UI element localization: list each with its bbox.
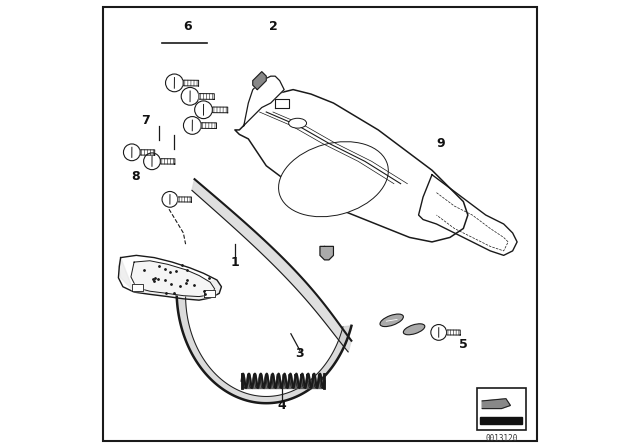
Text: 5: 5 bbox=[459, 338, 468, 352]
Circle shape bbox=[184, 116, 201, 134]
Text: 8: 8 bbox=[131, 170, 140, 184]
Text: 6: 6 bbox=[184, 20, 192, 34]
Polygon shape bbox=[320, 246, 333, 260]
Circle shape bbox=[195, 101, 212, 119]
Circle shape bbox=[431, 324, 447, 340]
Circle shape bbox=[124, 144, 140, 161]
Polygon shape bbox=[253, 72, 266, 90]
Polygon shape bbox=[275, 99, 289, 108]
Circle shape bbox=[162, 191, 178, 207]
Text: 2: 2 bbox=[269, 20, 277, 34]
Ellipse shape bbox=[403, 324, 425, 335]
Polygon shape bbox=[118, 255, 221, 300]
Polygon shape bbox=[201, 123, 216, 129]
Text: 4: 4 bbox=[278, 399, 286, 412]
Polygon shape bbox=[161, 159, 175, 164]
Polygon shape bbox=[177, 291, 351, 403]
Ellipse shape bbox=[289, 118, 307, 128]
Polygon shape bbox=[204, 290, 215, 297]
FancyBboxPatch shape bbox=[103, 7, 538, 441]
Polygon shape bbox=[131, 261, 215, 297]
Ellipse shape bbox=[278, 142, 388, 217]
Polygon shape bbox=[419, 175, 517, 255]
Polygon shape bbox=[244, 76, 284, 125]
Polygon shape bbox=[481, 417, 522, 424]
Polygon shape bbox=[212, 107, 228, 113]
Polygon shape bbox=[118, 258, 221, 300]
Text: 9: 9 bbox=[436, 137, 445, 150]
Text: 0013120: 0013120 bbox=[485, 434, 518, 443]
Polygon shape bbox=[199, 94, 214, 99]
Circle shape bbox=[143, 153, 161, 170]
Polygon shape bbox=[447, 330, 460, 335]
Polygon shape bbox=[192, 179, 351, 352]
Ellipse shape bbox=[380, 314, 403, 327]
Polygon shape bbox=[132, 284, 143, 291]
Polygon shape bbox=[178, 197, 191, 202]
Text: 1: 1 bbox=[230, 255, 239, 269]
Circle shape bbox=[166, 74, 183, 92]
FancyBboxPatch shape bbox=[477, 388, 526, 430]
Polygon shape bbox=[482, 399, 511, 409]
Circle shape bbox=[181, 87, 199, 105]
Polygon shape bbox=[140, 150, 155, 155]
Polygon shape bbox=[183, 80, 198, 86]
Text: 3: 3 bbox=[296, 347, 304, 361]
Text: 7: 7 bbox=[141, 114, 150, 128]
Polygon shape bbox=[235, 90, 468, 242]
